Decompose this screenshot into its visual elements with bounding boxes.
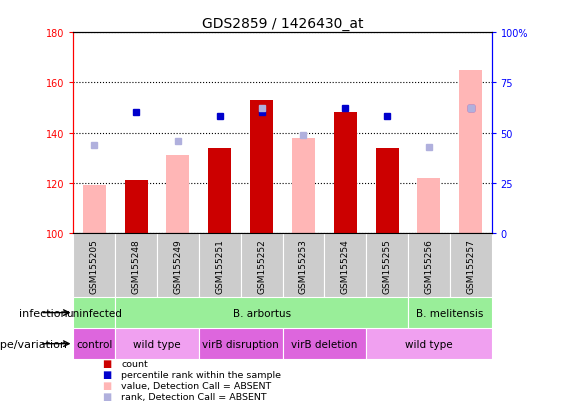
Text: GSM155252: GSM155252 [257,238,266,293]
Bar [334,113,357,233]
Text: ■: ■ [102,380,111,390]
Bar [199,233,241,297]
Text: value, Detection Call = ABSENT: value, Detection Call = ABSENT [121,381,272,390]
Text: GSM155255: GSM155255 [383,238,392,293]
Bar [83,186,106,233]
Bar [376,148,398,233]
Bar [125,181,147,233]
Bar [115,233,157,297]
Bar [324,233,366,297]
Bar [115,297,408,328]
Bar [199,328,282,359]
Text: GSM155251: GSM155251 [215,238,224,293]
Text: count: count [121,359,148,368]
Text: genotype/variation: genotype/variation [0,339,68,349]
Text: rank, Detection Call = ABSENT: rank, Detection Call = ABSENT [121,392,267,401]
Bar [250,101,273,233]
Bar [418,178,440,233]
Text: percentile rank within the sample: percentile rank within the sample [121,370,281,379]
Bar [241,233,282,297]
Bar [282,328,366,359]
Bar [73,233,115,297]
Text: GSM155248: GSM155248 [132,238,141,293]
Text: GSM155253: GSM155253 [299,238,308,293]
Bar [73,328,115,359]
Text: ■: ■ [102,392,111,401]
Text: uninfected: uninfected [67,308,122,318]
Text: ■: ■ [102,358,111,368]
Bar [292,138,315,233]
Text: virB deletion: virB deletion [291,339,358,349]
Bar [208,148,231,233]
Bar [366,328,492,359]
Title: GDS2859 / 1426430_at: GDS2859 / 1426430_at [202,17,363,31]
Text: wild type: wild type [405,339,453,349]
Bar [459,71,482,233]
Bar [282,233,324,297]
Text: GSM155249: GSM155249 [173,238,182,293]
Bar [408,233,450,297]
Bar [366,233,408,297]
Text: GSM155257: GSM155257 [466,238,475,293]
Bar [115,328,199,359]
Text: control: control [76,339,112,349]
Text: GSM155254: GSM155254 [341,238,350,293]
Text: wild type: wild type [133,339,181,349]
Bar [157,233,199,297]
Text: infection: infection [19,308,68,318]
Text: B. melitensis: B. melitensis [416,308,484,318]
Bar [450,233,492,297]
Text: virB disruption: virB disruption [202,339,279,349]
Bar [73,297,115,328]
Text: GSM155205: GSM155205 [90,238,99,293]
Bar [408,297,492,328]
Text: B. arbortus: B. arbortus [233,308,290,318]
Text: ■: ■ [102,370,111,380]
Text: GSM155256: GSM155256 [424,238,433,293]
Bar [167,156,189,233]
